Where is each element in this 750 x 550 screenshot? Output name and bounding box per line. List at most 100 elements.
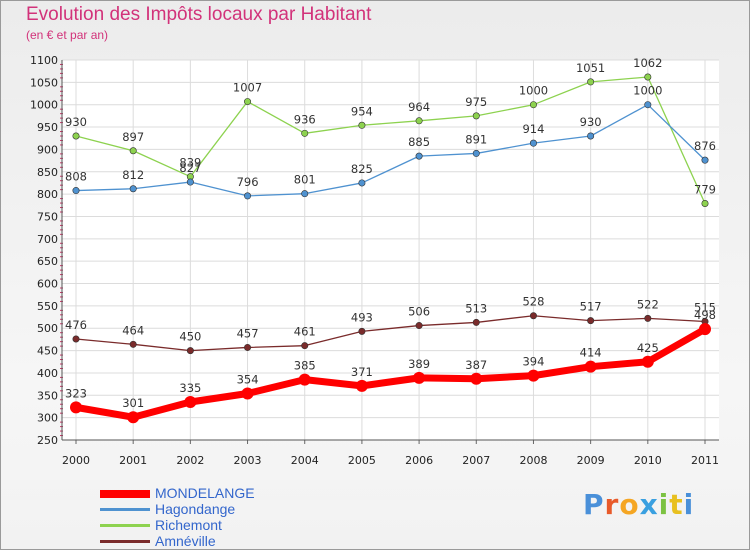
x-tick-label: 2005 bbox=[348, 454, 376, 467]
data-point bbox=[472, 318, 480, 326]
series-line bbox=[75, 315, 706, 352]
data-label: 464 bbox=[122, 323, 144, 337]
data-point bbox=[527, 369, 540, 382]
legend-swatch bbox=[100, 524, 150, 527]
data-point bbox=[301, 129, 309, 137]
y-tick-label: 350 bbox=[37, 389, 58, 402]
data-point bbox=[72, 187, 80, 195]
data-point bbox=[415, 117, 423, 125]
data-point bbox=[72, 132, 80, 140]
legend-item: Amnéville bbox=[100, 533, 320, 550]
y-tick-label: 400 bbox=[37, 367, 58, 380]
data-label: 1007 bbox=[233, 81, 262, 95]
series-line bbox=[72, 325, 709, 421]
legend-swatch bbox=[100, 540, 150, 543]
axes bbox=[60, 60, 719, 444]
x-tick-label: 2003 bbox=[234, 454, 262, 467]
data-point bbox=[298, 373, 311, 386]
data-label: 450 bbox=[179, 330, 201, 344]
y-tick-label: 600 bbox=[37, 278, 58, 291]
data-label: 301 bbox=[122, 396, 144, 410]
legend-swatch bbox=[100, 490, 150, 498]
data-point bbox=[701, 200, 709, 208]
data-point bbox=[244, 98, 252, 106]
data-point bbox=[584, 360, 597, 373]
series-line bbox=[75, 104, 706, 197]
data-label: 891 bbox=[465, 132, 487, 146]
logo-letter: o bbox=[619, 488, 640, 521]
data-label: 394 bbox=[522, 355, 544, 369]
y-tick-label: 250 bbox=[37, 434, 58, 447]
y-tick-label: 1100 bbox=[30, 54, 58, 67]
legend-item: MONDELANGE bbox=[100, 485, 320, 502]
y-tick-label: 850 bbox=[37, 166, 58, 179]
x-axis-ticks: 2000 2001 2002 2003 2004 2005 2006 2007 2008 2009… bbox=[62, 454, 719, 467]
data-point bbox=[241, 387, 254, 400]
data-label: 528 bbox=[522, 295, 544, 309]
x-tick-label: 2011 bbox=[691, 454, 719, 467]
data-point bbox=[644, 314, 652, 322]
data-point bbox=[355, 379, 368, 392]
data-point bbox=[415, 152, 423, 160]
data-label: 936 bbox=[294, 112, 316, 126]
data-label: 914 bbox=[522, 122, 544, 136]
data-label: 461 bbox=[294, 325, 316, 339]
data-point bbox=[129, 185, 137, 193]
logo-letter: x bbox=[639, 488, 659, 521]
data-point bbox=[701, 156, 709, 164]
legend: MONDELANGE Hagondange Richemont Amnéville bbox=[100, 485, 320, 550]
data-point bbox=[415, 322, 423, 330]
data-label: 1000 bbox=[633, 84, 662, 98]
legend-label: Richemont bbox=[155, 517, 222, 533]
chart-title: Evolution des Impôts locaux par Habitant bbox=[26, 4, 372, 25]
y-tick-label: 1050 bbox=[30, 76, 58, 89]
proxiti-logo: Proxiti bbox=[583, 488, 694, 521]
x-tick-label: 2008 bbox=[519, 454, 547, 467]
data-label: 930 bbox=[65, 115, 87, 129]
data-label: 827 bbox=[179, 161, 201, 175]
legend-label: Hagondange bbox=[155, 501, 236, 517]
legend-swatch bbox=[100, 508, 150, 511]
y-tick-label: 950 bbox=[37, 121, 58, 134]
data-point bbox=[301, 190, 309, 198]
y-tick-label: 1000 bbox=[30, 99, 58, 112]
data-label: 493 bbox=[351, 310, 373, 324]
data-point bbox=[358, 327, 366, 335]
y-tick-label: 550 bbox=[37, 300, 58, 313]
data-point bbox=[301, 342, 309, 350]
x-tick-label: 2000 bbox=[62, 454, 90, 467]
data-label: 812 bbox=[122, 168, 144, 182]
data-point bbox=[587, 78, 595, 86]
data-label: 954 bbox=[351, 104, 373, 118]
y-tick-label: 300 bbox=[37, 412, 58, 425]
y-tick-label: 800 bbox=[37, 188, 58, 201]
y-tick-label: 750 bbox=[37, 210, 58, 223]
data-label: 825 bbox=[351, 162, 373, 176]
chart-subtitle: (en € et par an) bbox=[26, 28, 109, 42]
data-point bbox=[472, 112, 480, 120]
data-label: 801 bbox=[294, 173, 316, 187]
data-label: 975 bbox=[465, 95, 487, 109]
data-point bbox=[186, 178, 194, 186]
legend-label: MONDELANGE bbox=[155, 485, 255, 501]
y-tick-label: 450 bbox=[37, 345, 58, 358]
data-label: 476 bbox=[65, 318, 87, 332]
legend-item: Hagondange bbox=[100, 501, 320, 518]
data-point bbox=[127, 411, 140, 424]
logo-letter: r bbox=[604, 488, 620, 521]
data-label: 517 bbox=[580, 300, 602, 314]
data-label: 425 bbox=[637, 341, 659, 355]
data-point bbox=[587, 132, 595, 140]
data-label: 1051 bbox=[576, 61, 605, 75]
data-label: 515 bbox=[694, 301, 716, 315]
data-point bbox=[472, 149, 480, 157]
data-point bbox=[587, 317, 595, 325]
logo-letter: P bbox=[583, 488, 605, 521]
data-label: 498 bbox=[694, 308, 716, 322]
data-point bbox=[244, 343, 252, 351]
logo-letter: i bbox=[658, 488, 670, 521]
data-labels: 930 897 839 1007 936 954 964 975 1000 1051 1062 779… bbox=[65, 56, 716, 410]
y-tick-label: 700 bbox=[37, 233, 58, 246]
data-label: 930 bbox=[580, 115, 602, 129]
data-point bbox=[358, 179, 366, 187]
